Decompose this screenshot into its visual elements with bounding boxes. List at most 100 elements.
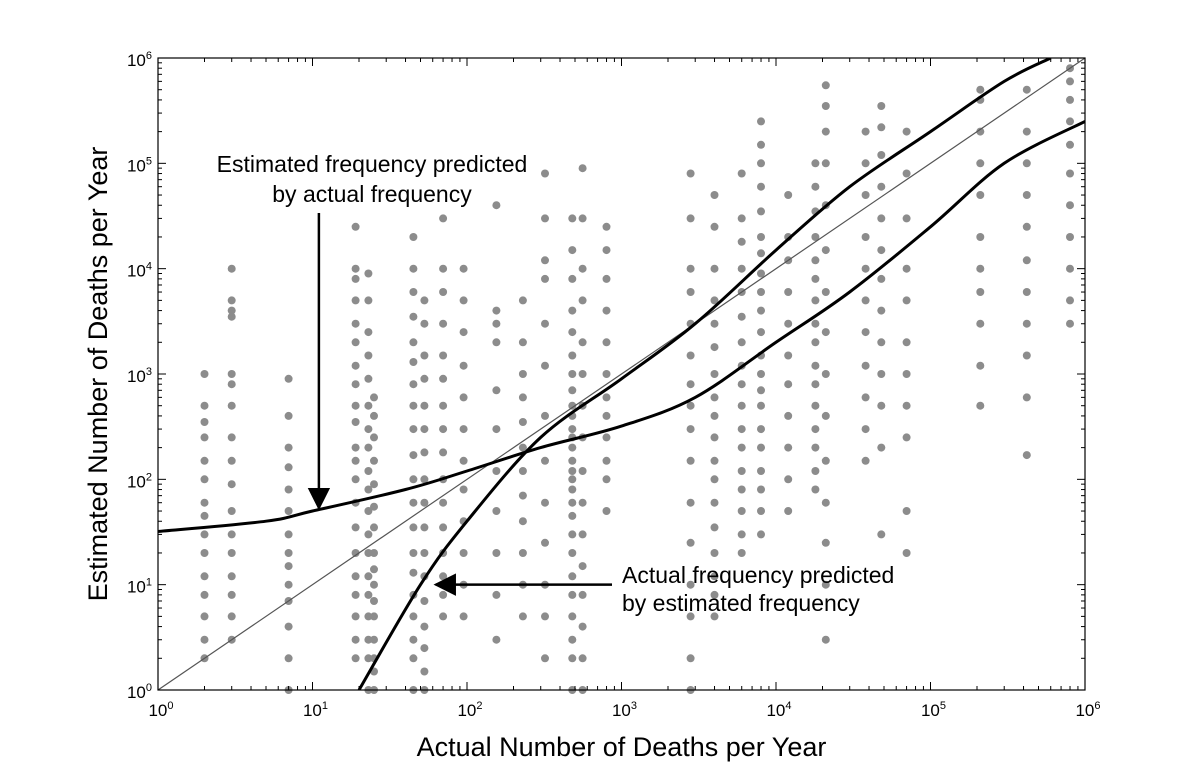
data-point (737, 425, 746, 434)
data-point (351, 380, 360, 389)
data-point (439, 425, 448, 434)
data-point (811, 274, 820, 283)
data-point (757, 370, 765, 378)
data-point (370, 612, 378, 621)
data-point (351, 635, 360, 644)
tick-exponent: 3 (631, 700, 637, 712)
data-point (227, 507, 236, 515)
data-point (710, 370, 719, 378)
data-point (686, 580, 695, 589)
tick-base: 10 (457, 701, 476, 720)
data-point (710, 549, 719, 557)
data-point (420, 475, 429, 484)
tick-exponent: 3 (146, 366, 152, 378)
data-point (811, 319, 820, 328)
data-point (370, 597, 378, 605)
data-point (578, 498, 587, 507)
data-point (861, 296, 870, 305)
data-point (686, 380, 695, 389)
data-point (976, 361, 985, 370)
data-point (821, 81, 830, 90)
curve-actual-from-estimated (357, 58, 1052, 690)
data-point (710, 523, 719, 532)
data-point (409, 425, 418, 434)
data-point (568, 443, 577, 452)
data-point (409, 233, 418, 241)
data-point (710, 572, 719, 581)
data-point (710, 393, 719, 402)
data-point (1022, 393, 1031, 402)
data-point (364, 654, 373, 663)
data-point (370, 456, 378, 465)
data-point (568, 467, 577, 475)
data-point (811, 159, 820, 168)
data-point (821, 246, 830, 255)
data-point (492, 507, 501, 515)
data-point (757, 401, 765, 410)
data-point (784, 288, 793, 296)
data-point (784, 443, 793, 452)
tick-exponent: 5 (146, 155, 152, 167)
data-point (877, 102, 886, 110)
data-point (568, 511, 577, 520)
data-point (811, 380, 820, 389)
data-point (877, 151, 886, 159)
data-point (364, 443, 373, 452)
data-point (364, 374, 373, 383)
curves (158, 58, 1085, 690)
data-point (602, 475, 611, 484)
data-point (821, 538, 830, 547)
data-point (370, 393, 378, 402)
data-point (821, 328, 830, 337)
data-point (902, 169, 911, 178)
data-point (439, 351, 448, 360)
data-point (409, 498, 418, 507)
data-point (686, 654, 695, 663)
data-point (200, 549, 209, 557)
tick-exponent: 4 (785, 700, 791, 712)
data-point (757, 467, 765, 475)
data-point (784, 380, 793, 389)
data-point (409, 568, 418, 577)
data-point (737, 380, 746, 389)
data-point (861, 393, 870, 402)
data-point (420, 374, 429, 383)
data-point (784, 351, 793, 360)
data-point (439, 448, 448, 457)
data-point (409, 451, 418, 460)
data-point (1022, 191, 1031, 199)
data-point (492, 201, 501, 210)
data-point (811, 182, 820, 191)
data-point (370, 580, 378, 589)
tick-base: 10 (303, 701, 322, 720)
data-point (568, 370, 577, 378)
data-point (200, 590, 209, 599)
annotation-estimated-from-actual: Estimated frequency predicted by actual f… (217, 151, 528, 207)
data-point (861, 233, 870, 241)
data-point (541, 456, 549, 465)
data-point (578, 296, 587, 305)
data-point (364, 467, 373, 475)
data-point (492, 467, 501, 475)
data-point (351, 475, 360, 484)
data-point (811, 467, 820, 475)
data-point (364, 328, 373, 337)
data-point (578, 467, 587, 475)
data-point (602, 433, 611, 442)
data-point (351, 264, 360, 273)
data-point (364, 425, 373, 434)
data-point (686, 288, 695, 296)
data-point (568, 654, 577, 663)
data-point (877, 214, 886, 223)
data-point (737, 530, 746, 539)
data-point (578, 590, 587, 599)
y-tick-label: 106 (127, 50, 152, 70)
data-point (370, 523, 378, 532)
annotation-line: by actual frequency (272, 181, 472, 207)
data-point (784, 191, 793, 199)
data-point (902, 401, 911, 410)
data-point (227, 380, 236, 389)
data-point (1022, 319, 1031, 328)
data-point (351, 612, 360, 621)
